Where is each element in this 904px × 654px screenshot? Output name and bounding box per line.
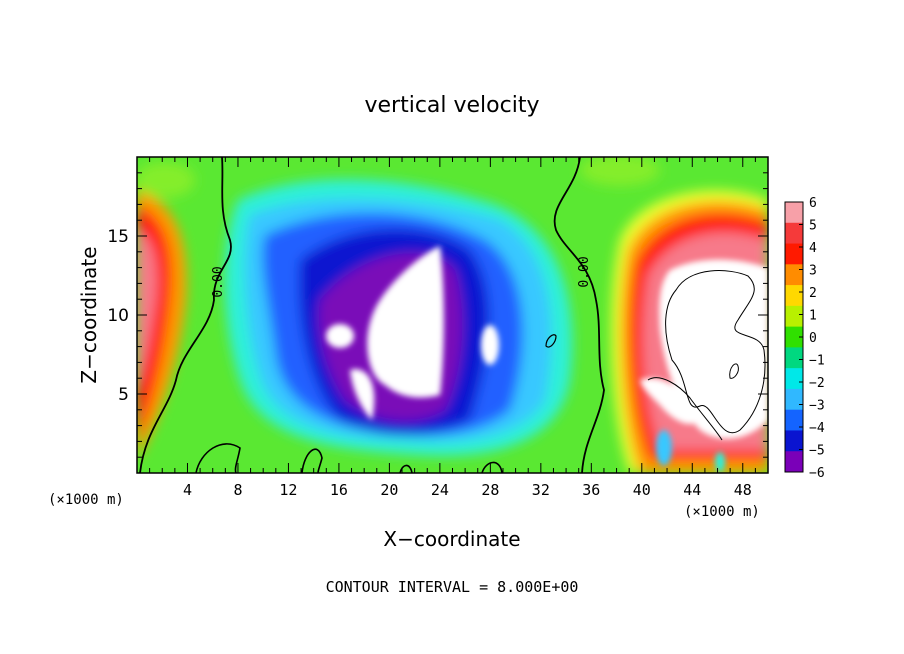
- contour-small-1: [729, 363, 739, 379]
- x-tick-label: 12: [279, 481, 297, 499]
- contour-right-lower: [647, 377, 723, 441]
- x-axis-label: X−coordinate: [383, 527, 520, 551]
- colorbar-swatch: [785, 222, 803, 245]
- x-tick-label: 28: [481, 481, 499, 499]
- colorbar-label: −5: [809, 444, 825, 459]
- contour-bump-1: [195, 443, 241, 473]
- colorbar-swatch: [785, 368, 803, 390]
- contour-label-left: 0.00: [211, 266, 226, 297]
- x-tick-label: 36: [582, 481, 600, 499]
- colorbar: 6 5 4 3 2 1 0 −1 −2 −3 −4 −5 −6: [784, 196, 825, 481]
- colorbar-swatch: [785, 285, 803, 307]
- contour-small-2: [545, 334, 557, 348]
- field-region-2: [137, 230, 158, 390]
- contour-label-right: 0.00: [577, 256, 592, 287]
- zero-contour-right: [553, 157, 605, 473]
- field-region-16: [481, 325, 499, 365]
- colorbar-label: 6: [809, 196, 817, 211]
- colorbar-swatch: [785, 430, 803, 452]
- colorbar-label: −2: [809, 376, 825, 391]
- field-region-20: [656, 430, 672, 466]
- contour-bump-4: [399, 464, 413, 473]
- field-region-15: [326, 324, 354, 348]
- contour-bump-2: [301, 448, 323, 473]
- field-region-21: [715, 452, 725, 472]
- colorbar-swatch: [785, 326, 803, 348]
- colorbar-label: 2: [809, 286, 817, 301]
- y-axis-label: Z−coordinate: [77, 246, 101, 383]
- colorbar-label: −4: [809, 421, 825, 436]
- y-tick-label: 10: [107, 306, 129, 326]
- contour-interval-note: CONTOUR INTERVAL = 8.000E+00: [326, 578, 579, 596]
- colorbar-label: 3: [809, 264, 817, 279]
- y-tick-label: 15: [107, 227, 129, 247]
- x-units-right: (×1000 m): [684, 504, 760, 520]
- x-tick-label: 24: [431, 481, 449, 499]
- x-units-left: (×1000 m): [48, 492, 124, 508]
- field-region-17: [350, 369, 375, 420]
- colorbar-swatch: [785, 202, 803, 224]
- x-tick-label: 44: [683, 481, 701, 499]
- colorbar-label: 1: [809, 309, 817, 324]
- field-region-13: [580, 157, 660, 186]
- colorbar-label: −1: [809, 354, 825, 369]
- colorbar-swatch: [785, 388, 803, 411]
- colorbar-swatch: [785, 451, 803, 473]
- x-tick-label: 16: [330, 481, 348, 499]
- colorbar-label: 0: [809, 331, 817, 346]
- colorbar-swatch: [785, 409, 803, 431]
- field-region-14: [367, 246, 444, 398]
- contour-bump-3: [481, 461, 503, 473]
- colorbar-label: −3: [809, 399, 825, 414]
- colorbar-swatch: [785, 347, 803, 369]
- heatmap-field: [137, 157, 768, 473]
- x-tick-label: 20: [380, 481, 398, 499]
- x-tick-label: 48: [734, 481, 752, 499]
- field-region-19: [640, 378, 700, 425]
- colorbar-label: 5: [809, 219, 817, 234]
- x-axis: 4 8 12 16 20 24 28 32 36 40 44 48: [149, 157, 756, 499]
- colorbar-label: 4: [809, 241, 817, 256]
- x-tick-label: 40: [633, 481, 651, 499]
- colorbar-label: −6: [809, 466, 825, 481]
- colorbar-swatch: [785, 243, 803, 265]
- y-tick-label: 5: [118, 385, 129, 405]
- colorbar-swatch: [785, 264, 803, 286]
- x-tick-label: 8: [233, 481, 242, 499]
- field-region-12: [137, 162, 195, 198]
- colorbar-swatch: [785, 305, 803, 328]
- y-axis: 5 10 15: [107, 172, 768, 458]
- x-tick-label: 32: [532, 481, 550, 499]
- chart-title: vertical velocity: [364, 93, 539, 118]
- x-tick-label: 4: [183, 481, 192, 499]
- zero-contour-left: [139, 157, 232, 473]
